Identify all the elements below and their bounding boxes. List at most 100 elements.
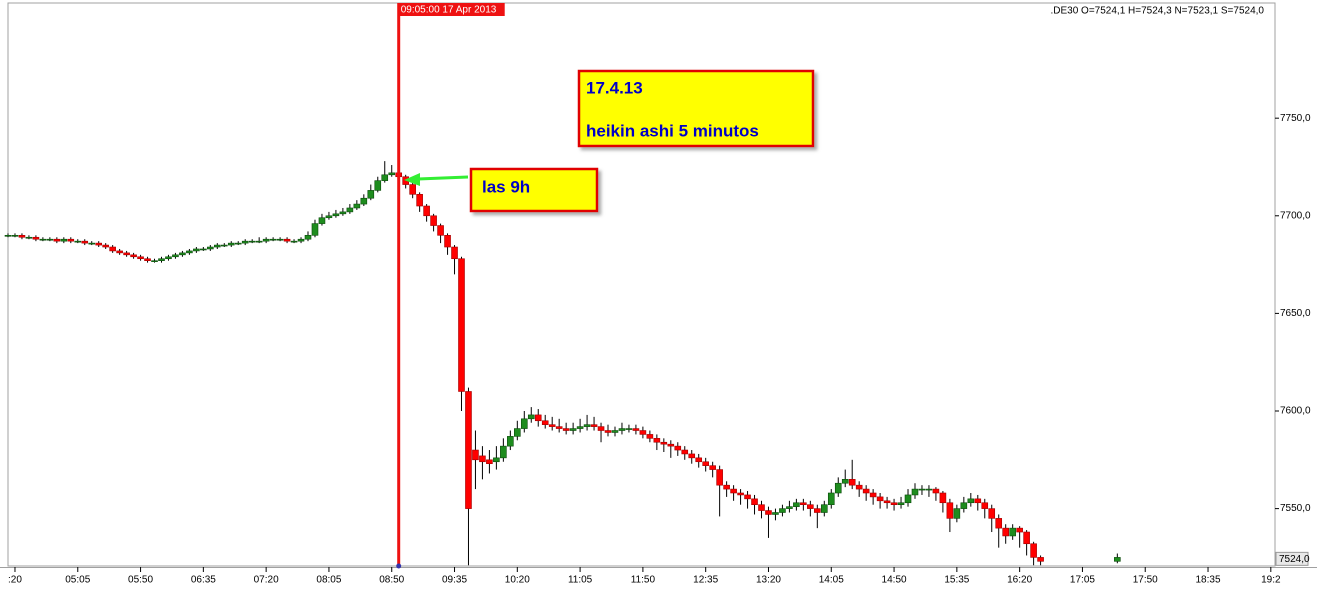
candle-body (534, 414, 542, 422)
candle-body (981, 502, 989, 509)
candle-body (262, 238, 270, 242)
candle-body (486, 459, 493, 465)
candle-body (248, 240, 256, 243)
candle-body (786, 506, 793, 509)
candle-body (911, 488, 919, 496)
candle-body (611, 430, 619, 433)
x-tick-label: 08:50 (379, 575, 404, 586)
candle-body (814, 508, 821, 513)
candle-body (688, 453, 696, 459)
x-tick-label: 08:05 (316, 575, 341, 586)
candle-body (1009, 527, 1016, 537)
candle-body (214, 244, 221, 248)
candle-body (479, 455, 486, 463)
candle-body (437, 225, 444, 236)
candle-body (807, 504, 814, 509)
x-tick-label: 11:05 (568, 575, 593, 586)
x-tick-label: 18:35 (1196, 575, 1221, 586)
candle-body (388, 172, 396, 176)
candle-body (186, 250, 193, 254)
x-tick-label: 05:05 (65, 575, 90, 586)
x-axis-strip (0, 567, 1317, 591)
candle-body (465, 391, 472, 509)
candle-body (862, 488, 870, 494)
y-tick-label: 7650,0 (1280, 308, 1311, 319)
note-text: heikin ashi 5 minutos (586, 121, 759, 140)
arrow-head (404, 173, 420, 186)
x-tick-label: 05:50 (128, 575, 153, 586)
candle-body (269, 238, 277, 241)
candle-body (472, 449, 479, 461)
candle-body (339, 211, 347, 215)
candle-body (667, 443, 675, 447)
price-marker (1275, 551, 1309, 566)
candle-body (590, 424, 598, 427)
candle-body (876, 496, 884, 502)
candle-body (541, 420, 549, 425)
candle-body (1114, 557, 1121, 562)
note-box (469, 167, 599, 213)
candle-body (1037, 557, 1044, 562)
candle-body (234, 242, 242, 245)
candle-body (765, 510, 772, 515)
candle-body (904, 494, 912, 504)
x-tick-label: 16:20 (1007, 575, 1032, 586)
candle-body (883, 500, 891, 504)
candle-body (346, 207, 354, 213)
candle-body (332, 213, 340, 217)
y-tick-label: 7750,0 (1280, 113, 1311, 124)
candle-body (220, 244, 228, 247)
candle-body (946, 502, 954, 519)
candle-body (60, 238, 68, 242)
candle-body (381, 174, 389, 181)
x-tick-label: 10:20 (505, 575, 530, 586)
x-tick-label: 09:35 (442, 575, 467, 586)
candle-body (39, 238, 47, 241)
candle-body (855, 484, 863, 490)
candle-body (800, 502, 807, 506)
arrow (417, 175, 469, 181)
candle-body (123, 252, 130, 256)
candle-body (430, 215, 437, 226)
y-tick-label: 7550,0 (1280, 503, 1311, 514)
candle-body (932, 488, 940, 494)
candle-body (681, 449, 689, 455)
candle-body (639, 430, 647, 435)
candle-body (960, 502, 968, 509)
candle-body (360, 197, 368, 205)
candle-body (527, 414, 535, 420)
candle-body (737, 492, 744, 496)
candle-body (716, 469, 723, 486)
candle-body (130, 254, 137, 258)
candle-body (1016, 527, 1023, 533)
x-tick-label: :20 (8, 575, 22, 586)
note-date: 17.4.13 (586, 78, 643, 97)
note-text: las 9h (482, 177, 530, 196)
x-tick-label: 17:50 (1133, 575, 1158, 586)
candle-body (709, 465, 716, 470)
cursor-label-box (398, 3, 505, 16)
candle-body (723, 484, 730, 490)
candle-body (758, 504, 765, 511)
candle-body (869, 492, 877, 498)
candle-body (88, 242, 96, 245)
candle-body (1002, 527, 1009, 537)
candle-body (583, 424, 591, 427)
candle-body (74, 240, 82, 243)
candle-body (967, 498, 975, 504)
candle-body (514, 428, 521, 437)
candle-body (618, 428, 626, 431)
candle-body (848, 479, 856, 486)
candle-body (11, 235, 19, 237)
x-tick-label: 06:35 (191, 575, 216, 586)
candle-body (193, 248, 200, 252)
x-tick-label: 14:50 (882, 575, 907, 586)
candle-body (116, 250, 123, 254)
candle-body (744, 494, 751, 500)
candle-body (297, 238, 305, 242)
candle-body (597, 426, 605, 431)
candle-body (827, 492, 835, 506)
candle-body (562, 428, 570, 431)
candle-body (158, 258, 165, 261)
candle-body (702, 461, 709, 466)
